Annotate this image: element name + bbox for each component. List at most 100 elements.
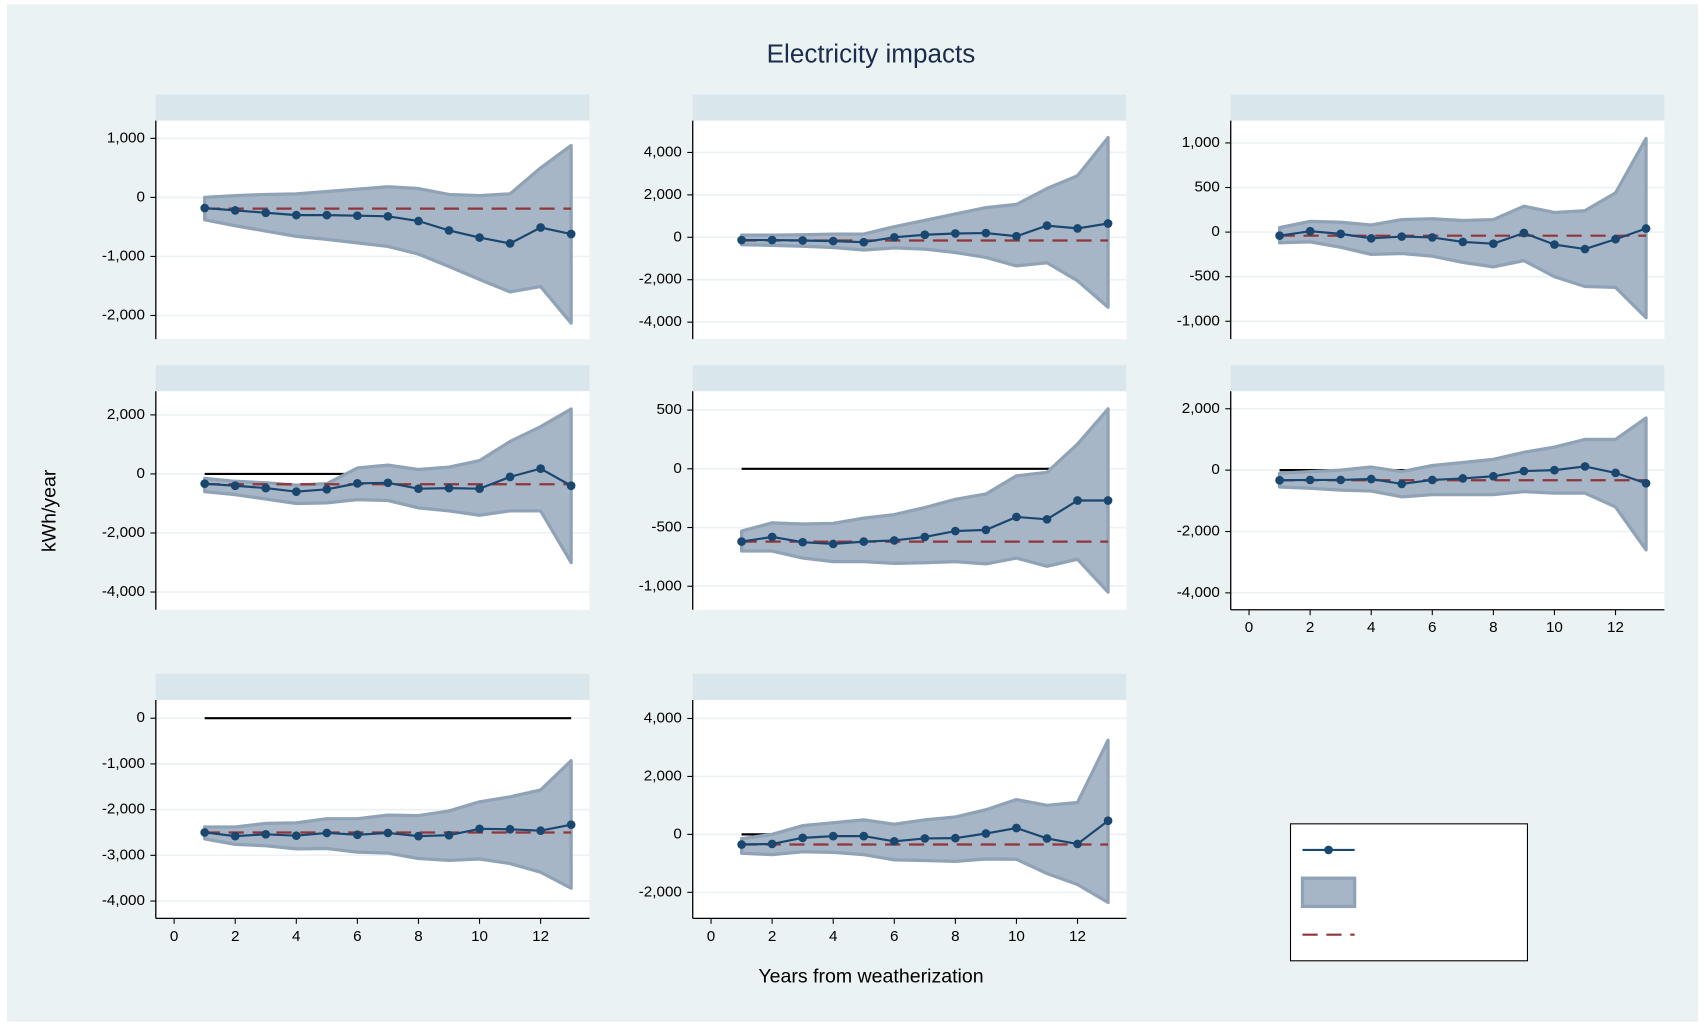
- estimate-marker: [505, 239, 515, 248]
- estimate-marker: [798, 537, 808, 547]
- estimate-marker: [737, 235, 746, 245]
- x-tick-label: 8: [951, 928, 959, 945]
- x-tick-label: 6: [890, 928, 898, 945]
- estimate-marker: [981, 228, 991, 238]
- y-tick-label: -4,000: [639, 313, 682, 330]
- estimate-marker: [291, 487, 301, 496]
- estimate-marker: [1611, 468, 1620, 478]
- estimate-marker: [475, 484, 484, 494]
- y-tick-label: -2,000: [102, 307, 145, 324]
- confidence-band: [739, 738, 1110, 905]
- y-tick-label: -4,000: [102, 583, 145, 600]
- estimate-marker: [444, 830, 454, 840]
- estimate-marker: [566, 820, 576, 830]
- y-tick-label: -500: [1189, 268, 1219, 285]
- x-tick-label: 0: [707, 928, 715, 945]
- estimate-marker: [1366, 233, 1376, 243]
- x-tick-label: 2: [1306, 619, 1314, 636]
- estimate-marker: [859, 537, 869, 546]
- estimate-marker: [951, 833, 960, 843]
- x-tick-label: 8: [414, 928, 422, 945]
- y-tick-label: -2,000: [639, 883, 682, 900]
- chart-title: Electricity impacts: [767, 38, 976, 68]
- y-tick-label: 1,000: [107, 129, 145, 146]
- estimate-marker: [920, 230, 930, 240]
- confidence-band: [203, 759, 573, 890]
- panel-header: [692, 365, 1127, 392]
- x-tick-label: 4: [292, 928, 301, 945]
- estimate-marker: [383, 211, 393, 221]
- estimate-marker: [1397, 232, 1407, 241]
- panel-header: [155, 673, 590, 700]
- estimate-marker: [889, 232, 899, 242]
- estimate-marker: [1103, 496, 1113, 505]
- estimate-marker: [828, 831, 838, 841]
- estimate-marker: [353, 479, 362, 488]
- estimate-marker: [920, 834, 930, 843]
- estimate-marker: [1427, 233, 1437, 242]
- estimate-marker: [1103, 816, 1113, 826]
- estimate-marker: [767, 532, 777, 542]
- y-tick-label: 2,000: [107, 406, 145, 423]
- estimate-marker: [1305, 475, 1315, 485]
- estimate-marker: [383, 828, 393, 838]
- estimate-marker: [322, 210, 332, 220]
- estimate-marker: [1042, 834, 1052, 843]
- y-tick-label: -2,000: [102, 801, 145, 818]
- estimate-marker: [1641, 478, 1651, 488]
- estimate-marker: [1458, 237, 1468, 247]
- estimate-marker: [1397, 479, 1407, 489]
- estimate-marker: [951, 526, 960, 536]
- estimate-marker: [383, 478, 393, 488]
- estimate-marker: [536, 223, 545, 232]
- y-tick-label: 0: [1211, 461, 1219, 478]
- y-tick-label: 0: [136, 465, 144, 482]
- y-tick-label: -1,000: [639, 577, 682, 594]
- estimate-marker: [1275, 475, 1284, 485]
- estimate-marker: [1580, 244, 1590, 254]
- estimate-marker: [353, 830, 362, 840]
- estimate-marker: [859, 831, 869, 841]
- estimate-marker: [414, 831, 423, 841]
- estimate-marker: [1042, 514, 1052, 524]
- y-tick-label: -3,000: [102, 846, 145, 863]
- x-tick-label: 12: [1607, 619, 1624, 636]
- estimate-marker: [981, 525, 991, 535]
- estimate-marker: [261, 829, 271, 839]
- estimate-marker: [322, 484, 332, 494]
- estimate-marker: [1012, 512, 1021, 522]
- estimate-marker: [889, 536, 899, 545]
- x-tick-label: 4: [829, 928, 838, 945]
- estimate-marker: [353, 211, 362, 221]
- x-axis-title: Years from weatherization: [758, 965, 983, 987]
- panel-header: [692, 94, 1127, 121]
- legend-key-estimate-marker: [1324, 845, 1333, 855]
- estimate-marker: [536, 826, 545, 835]
- panel-header: [1230, 365, 1665, 392]
- x-tick-label: 6: [1428, 619, 1436, 636]
- panel-header: [692, 673, 1127, 700]
- estimate-marker: [1550, 240, 1559, 249]
- confidence-band: [203, 143, 573, 325]
- x-tick-label: 12: [532, 928, 549, 945]
- estimate-marker: [566, 481, 576, 491]
- estimate-marker: [1012, 823, 1021, 833]
- estimate-marker: [200, 828, 210, 837]
- estimate-marker: [828, 539, 838, 549]
- y-tick-label: -2,000: [639, 271, 682, 288]
- estimate-marker: [1519, 228, 1529, 238]
- estimate-marker: [1489, 239, 1498, 249]
- y-tick-label: 2,000: [644, 186, 682, 203]
- y-axis-title: kWh/year: [39, 469, 61, 552]
- estimate-marker: [1042, 221, 1052, 230]
- y-tick-label: -500: [651, 519, 681, 536]
- estimate-marker: [767, 839, 777, 849]
- estimate-marker: [230, 206, 240, 215]
- y-tick-label: 0: [673, 460, 681, 477]
- y-tick-label: 1,000: [1182, 134, 1220, 151]
- y-tick-label: -4,000: [1177, 584, 1220, 601]
- y-tick-label: 0: [1211, 223, 1219, 240]
- estimate-marker: [536, 464, 545, 473]
- estimate-marker: [475, 233, 484, 242]
- y-tick-label: 0: [673, 825, 681, 842]
